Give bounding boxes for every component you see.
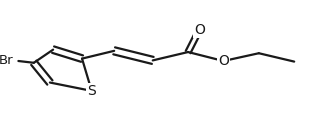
Text: S: S (87, 84, 96, 98)
Text: Br: Br (0, 55, 14, 67)
Text: O: O (218, 54, 229, 68)
Text: O: O (194, 23, 205, 37)
